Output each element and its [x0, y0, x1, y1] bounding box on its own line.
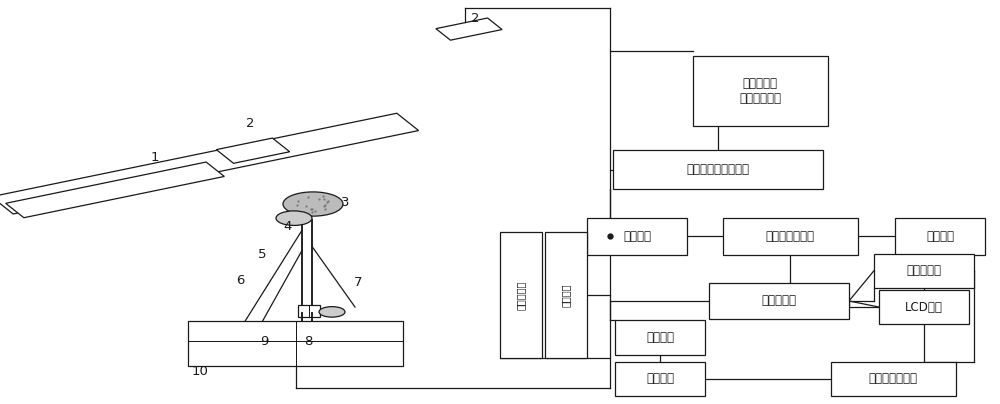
Text: 8: 8 [304, 335, 312, 348]
Text: 石墨烯电池: 石墨烯电池 [516, 280, 526, 309]
Polygon shape [436, 18, 502, 40]
Text: LCD显示: LCD显示 [905, 301, 943, 314]
Text: 5: 5 [258, 248, 266, 261]
Polygon shape [216, 138, 290, 163]
Bar [613, 151, 823, 189]
Bar [874, 254, 974, 288]
Text: 单片机控制: 单片机控制 [762, 295, 796, 307]
Bar [500, 232, 542, 358]
Text: 6: 6 [236, 274, 244, 287]
Bar [879, 290, 969, 324]
Bar [188, 321, 403, 366]
Bar [895, 218, 985, 255]
Bar [709, 283, 849, 319]
Bar [587, 218, 687, 255]
Text: 传感器信号处理电路: 传感器信号处理电路 [686, 163, 750, 176]
Text: 超级电容: 超级电容 [561, 283, 571, 307]
Text: 10: 10 [192, 365, 208, 378]
Text: 4: 4 [284, 220, 292, 233]
Bar [830, 362, 956, 396]
Bar [545, 232, 587, 358]
Circle shape [276, 211, 312, 225]
Text: 限位开关: 限位开关 [646, 372, 674, 385]
Circle shape [283, 192, 343, 216]
Text: 电源控制: 电源控制 [623, 230, 651, 243]
Text: 7: 7 [354, 276, 362, 289]
Bar [298, 305, 320, 317]
Bar [692, 55, 828, 126]
Text: 2: 2 [471, 12, 479, 25]
Text: 2: 2 [246, 117, 254, 130]
Text: 直流升压逆变器: 直流升压逆变器 [766, 230, 814, 243]
Text: 太阳能自动
跟踪控制电路: 太阳能自动 跟踪控制电路 [739, 77, 781, 105]
Text: 驱动电路: 驱动电路 [646, 331, 674, 344]
Text: 检测、保护: 检测、保护 [906, 264, 942, 277]
Text: 9: 9 [260, 335, 268, 348]
Text: 时钟与复位电路: 时钟与复位电路 [868, 372, 918, 385]
Text: 1: 1 [151, 151, 159, 164]
Text: 交流负载: 交流负载 [926, 230, 954, 243]
Bar [722, 218, 858, 255]
Bar [615, 320, 705, 355]
Bar [615, 362, 705, 396]
Polygon shape [0, 113, 419, 214]
Text: 3: 3 [341, 196, 349, 208]
Polygon shape [6, 162, 224, 218]
Circle shape [319, 307, 345, 317]
